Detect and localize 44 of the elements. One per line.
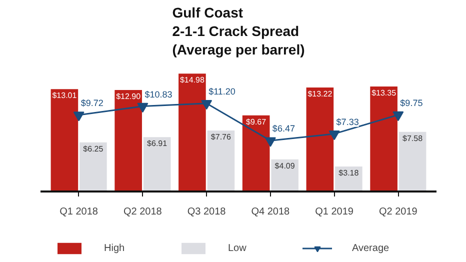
data-label: $12.90: [116, 92, 142, 102]
data-label: $11.20: [208, 86, 236, 96]
point: [328, 130, 340, 140]
bar: [242, 115, 270, 192]
data-label: $4.09: [274, 161, 296, 170]
point: [201, 100, 212, 110]
data-label: $6.25: [83, 144, 104, 154]
point: [392, 111, 404, 122]
data-label: $6.47: [272, 124, 295, 134]
point: [73, 112, 84, 122]
point: [264, 137, 276, 147]
x-tick-label: Q4 2018: [251, 206, 290, 218]
data-label: $13.01: [52, 91, 78, 100]
bar: [114, 90, 142, 192]
bar: [398, 132, 426, 192]
data-label: $6.91: [147, 139, 168, 148]
x-tick-label: Q2 2019: [378, 206, 418, 218]
data-label: $7.76: [210, 132, 232, 142]
bar: [306, 87, 334, 192]
data-label: $9.67: [246, 117, 267, 126]
legend-label: High: [104, 242, 126, 255]
x-tick-label: Q3 2018: [187, 206, 226, 218]
bar: [143, 137, 171, 192]
x-tick-label: Q2 2018: [124, 206, 162, 218]
data-label: $13.35: [372, 88, 397, 98]
point: [137, 102, 148, 113]
bar: [207, 130, 235, 192]
x-tick-label: Q1 2019: [315, 206, 354, 218]
data-label: $7.33: [336, 116, 359, 127]
data-label: $10.83: [144, 89, 172, 100]
bar: [80, 142, 107, 192]
bar: [50, 89, 78, 192]
data-label: $9.75: [400, 98, 423, 108]
bar: [370, 86, 398, 192]
legend-label: Low: [228, 242, 248, 255]
data-label: $14.98: [180, 76, 205, 85]
data-label: $13.22: [308, 89, 333, 98]
data-label: $3.18: [338, 168, 360, 178]
data-label: $7.58: [402, 134, 424, 143]
data-label: $9.72: [80, 98, 104, 108]
x-tick-label: Q1 2018: [60, 206, 98, 218]
chart-title: Gulf Coast 2-1-1 Crack Spread (Average per barrel): [172, 4, 305, 58]
bar: [178, 74, 206, 192]
legend-label: Average: [352, 242, 390, 255]
